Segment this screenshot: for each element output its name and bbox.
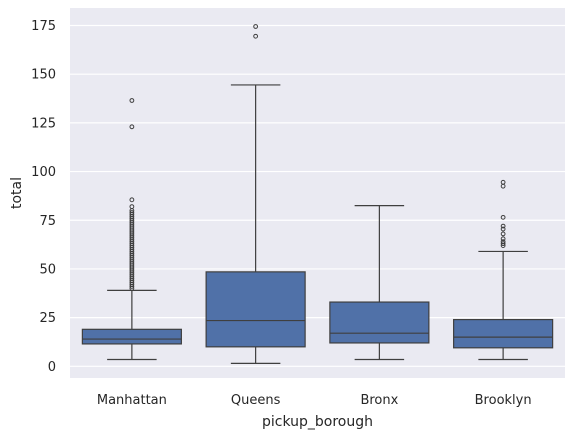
y-tick-label: 0 xyxy=(48,360,56,375)
box-body xyxy=(205,271,306,348)
outlier-point xyxy=(500,223,506,229)
outlier-point xyxy=(129,124,135,130)
outlier-point xyxy=(129,98,135,103)
tick-labels: 0 25 50 75 100 125 150 175 Manhattan Queens Bronx B… xyxy=(31,19,531,408)
y-tick-label: 175 xyxy=(31,19,56,34)
y-tick-label: 100 xyxy=(31,165,56,180)
box-brooklyn xyxy=(453,179,554,361)
y-axis-label: total xyxy=(9,177,25,209)
outlier-point xyxy=(253,33,259,39)
x-tick-label: Bronx xyxy=(360,393,398,408)
x-tick-label: Manhattan xyxy=(97,393,167,408)
plot-area xyxy=(70,8,565,378)
outlier-point xyxy=(500,179,506,185)
outlier-point xyxy=(500,226,506,232)
box-queens xyxy=(205,24,306,364)
outlier-point xyxy=(500,231,506,237)
y-tick-label: 125 xyxy=(31,116,56,131)
outlier-point xyxy=(500,241,506,247)
x-axis-label: pickup_borough xyxy=(262,414,373,430)
outlier-point xyxy=(129,210,135,215)
y-tick-label: 25 xyxy=(39,311,56,326)
outlier-point xyxy=(253,24,259,29)
box-body xyxy=(453,318,554,349)
y-tick-label: 50 xyxy=(39,262,56,277)
y-tick-label: 75 xyxy=(39,214,56,229)
boxes xyxy=(81,24,554,364)
outlier-point xyxy=(129,204,135,210)
outlier-point xyxy=(129,197,135,203)
outlier-point xyxy=(500,239,506,245)
x-tick-label: Queens xyxy=(231,393,281,408)
x-tick-label: Brooklyn xyxy=(475,393,532,408)
box-body xyxy=(329,301,430,344)
gridlines xyxy=(70,24,565,367)
y-tick-label: 150 xyxy=(31,68,56,83)
box-bronx xyxy=(329,205,430,361)
outlier-point xyxy=(500,236,506,242)
box-body xyxy=(81,328,182,345)
outlier-point xyxy=(500,214,506,220)
box-manhattan xyxy=(81,98,182,361)
